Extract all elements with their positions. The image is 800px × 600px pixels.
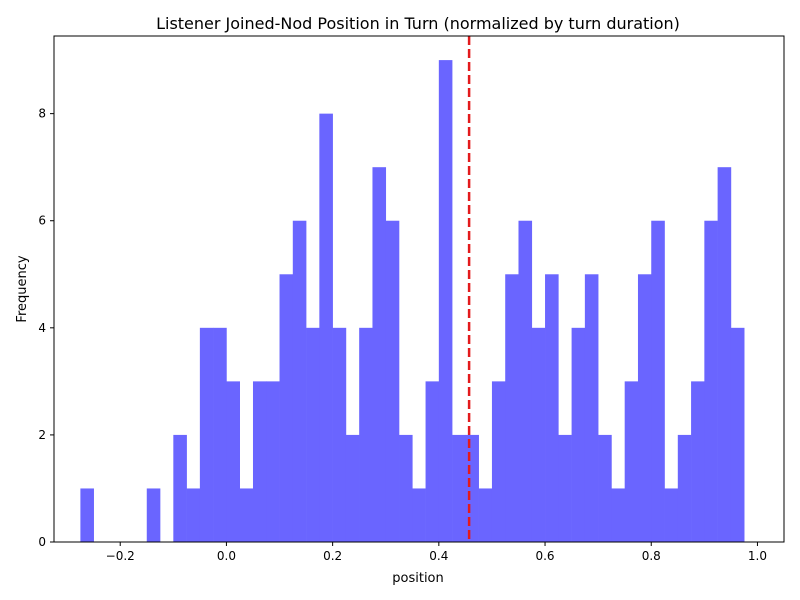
histogram-bar xyxy=(425,381,440,542)
histogram-bars xyxy=(80,60,745,543)
histogram-bar xyxy=(478,488,493,542)
histogram-bar xyxy=(306,327,320,542)
histogram-bar xyxy=(226,381,240,542)
y-tick-label: 6 xyxy=(38,214,46,228)
histogram-bar xyxy=(332,327,347,542)
x-tick-label: 0.6 xyxy=(535,549,554,563)
histogram-bar xyxy=(545,274,559,542)
x-axis-ticks: −0.2 0.0 0.2 0.4 0.6 0.8 1.0 xyxy=(106,542,767,563)
y-tick-label: 8 xyxy=(38,107,46,121)
x-tick-label: 0.8 xyxy=(642,549,661,563)
histogram-bar xyxy=(438,60,453,542)
histogram-bar xyxy=(173,434,187,542)
histogram-bar xyxy=(412,488,426,542)
x-tick-label: 0.4 xyxy=(429,549,448,563)
y-axis-ticks: 0 2 4 6 8 xyxy=(38,107,54,549)
histogram-bar xyxy=(319,113,333,542)
histogram-bar xyxy=(717,167,732,542)
histogram-bar xyxy=(491,381,506,542)
histogram-bar xyxy=(146,488,161,542)
histogram-bar xyxy=(252,381,267,542)
y-tick-label: 2 xyxy=(38,428,46,442)
histogram-bar xyxy=(611,488,625,542)
x-tick-label: −0.2 xyxy=(106,549,135,563)
histogram-bar xyxy=(465,434,479,542)
histogram-bar xyxy=(279,274,294,542)
histogram-bar xyxy=(452,434,466,542)
histogram-bar xyxy=(571,327,586,542)
histogram-bar xyxy=(372,167,387,542)
histogram-bar xyxy=(704,220,718,543)
histogram-bar xyxy=(385,220,400,543)
histogram-bar xyxy=(637,274,652,542)
histogram-bar xyxy=(518,220,533,543)
histogram-bar xyxy=(266,381,280,542)
histogram-bar xyxy=(505,274,519,542)
y-tick-label: 0 xyxy=(38,535,46,549)
y-tick-label: 4 xyxy=(38,321,46,335)
histogram-bar xyxy=(80,488,94,542)
x-tick-label: 0.2 xyxy=(323,549,342,563)
histogram-bar xyxy=(531,327,546,542)
histogram-bar xyxy=(730,327,745,542)
x-tick-label: 0.0 xyxy=(217,549,236,563)
histogram-bar xyxy=(186,488,201,542)
histogram-bar xyxy=(691,381,705,542)
histogram-bar xyxy=(345,434,360,542)
histogram-bar xyxy=(558,434,572,542)
x-tick-label: 1.0 xyxy=(748,549,767,563)
histogram-bar xyxy=(624,381,639,542)
histogram-bar xyxy=(677,434,692,542)
x-axis-label: position xyxy=(392,571,444,586)
histogram-bar xyxy=(399,434,413,542)
histogram-bar xyxy=(213,327,227,542)
histogram-bar xyxy=(584,274,599,542)
histogram-bar xyxy=(598,434,612,542)
histogram-bar xyxy=(651,220,665,543)
y-axis-label: Frequency xyxy=(15,255,30,322)
histogram-bar xyxy=(292,220,307,543)
plot-frame xyxy=(53,35,785,543)
histogram-bar xyxy=(199,327,214,542)
chart-title: Listener Joined-Nod Position in Turn (no… xyxy=(156,14,680,33)
histogram-bar xyxy=(664,488,679,542)
histogram-bar xyxy=(239,488,254,542)
histogram-bar xyxy=(359,327,373,542)
